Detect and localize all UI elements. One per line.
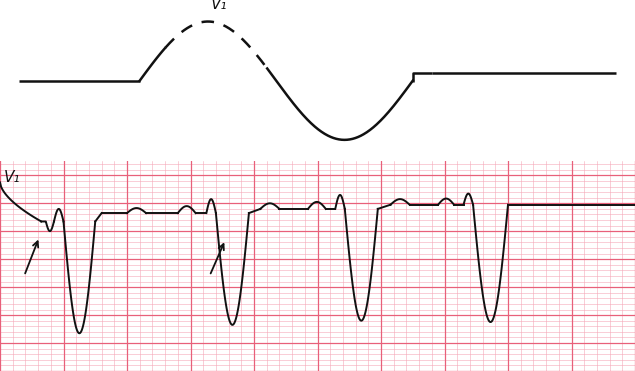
Text: V₁: V₁ [211,0,227,12]
Text: V₁: V₁ [4,170,20,185]
